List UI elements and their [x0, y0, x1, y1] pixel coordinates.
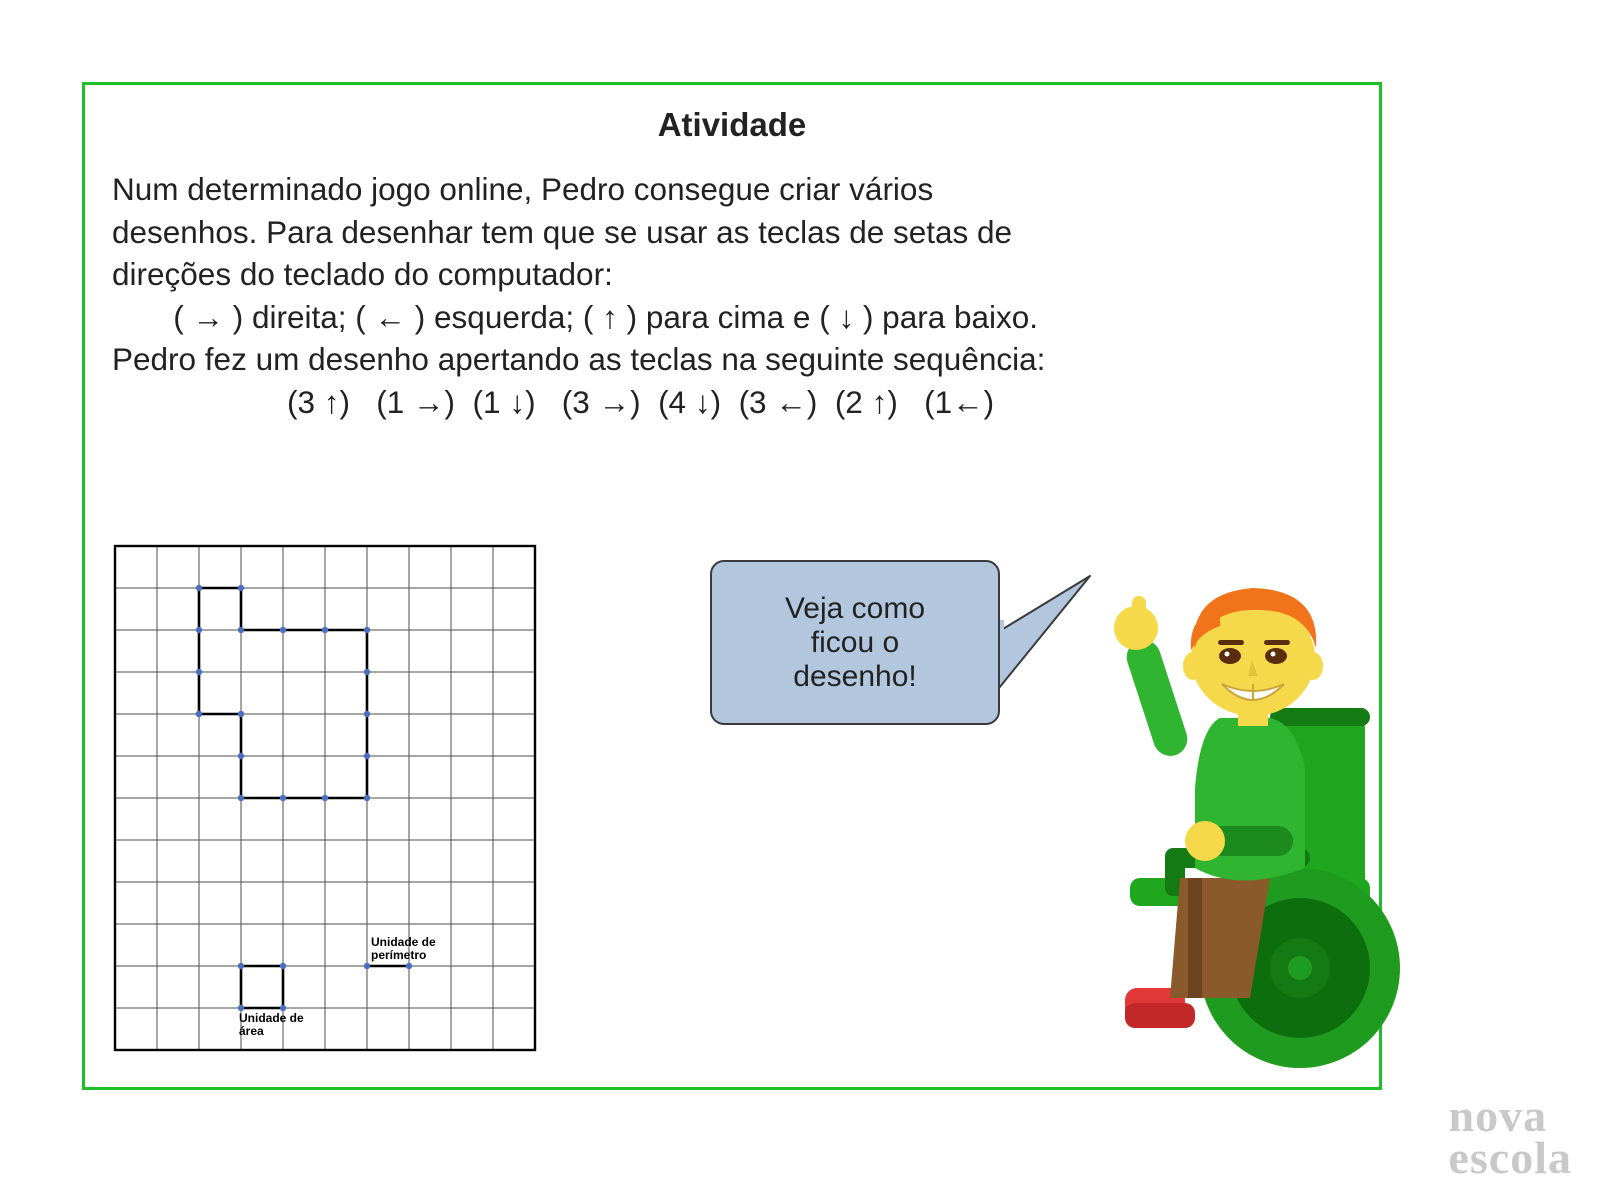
nova-escola-watermark: nova escola — [1448, 1095, 1572, 1178]
speech-bubble: Veja comoficou odesenho! — [710, 560, 1000, 725]
speech-bubble-text: Veja comoficou odesenho! — [785, 592, 925, 694]
watermark-line2: escola — [1448, 1132, 1572, 1183]
svg-text:Unidade de: Unidade de — [239, 1011, 304, 1025]
character-illustration — [1070, 548, 1400, 1073]
svg-text:perímetro: perímetro — [371, 948, 426, 962]
svg-text:Unidade de: Unidade de — [371, 935, 436, 949]
svg-text:área: área — [239, 1024, 264, 1038]
drawing-grid: Unidade deáreaUnidade deperímetro — [112, 543, 538, 1053]
slide: Atividade Num determinado jogo online, P… — [0, 0, 1600, 1200]
activity-title: Atividade — [82, 106, 1382, 144]
activity-body: Num determinado jogo online, Pedro conse… — [112, 168, 1352, 423]
